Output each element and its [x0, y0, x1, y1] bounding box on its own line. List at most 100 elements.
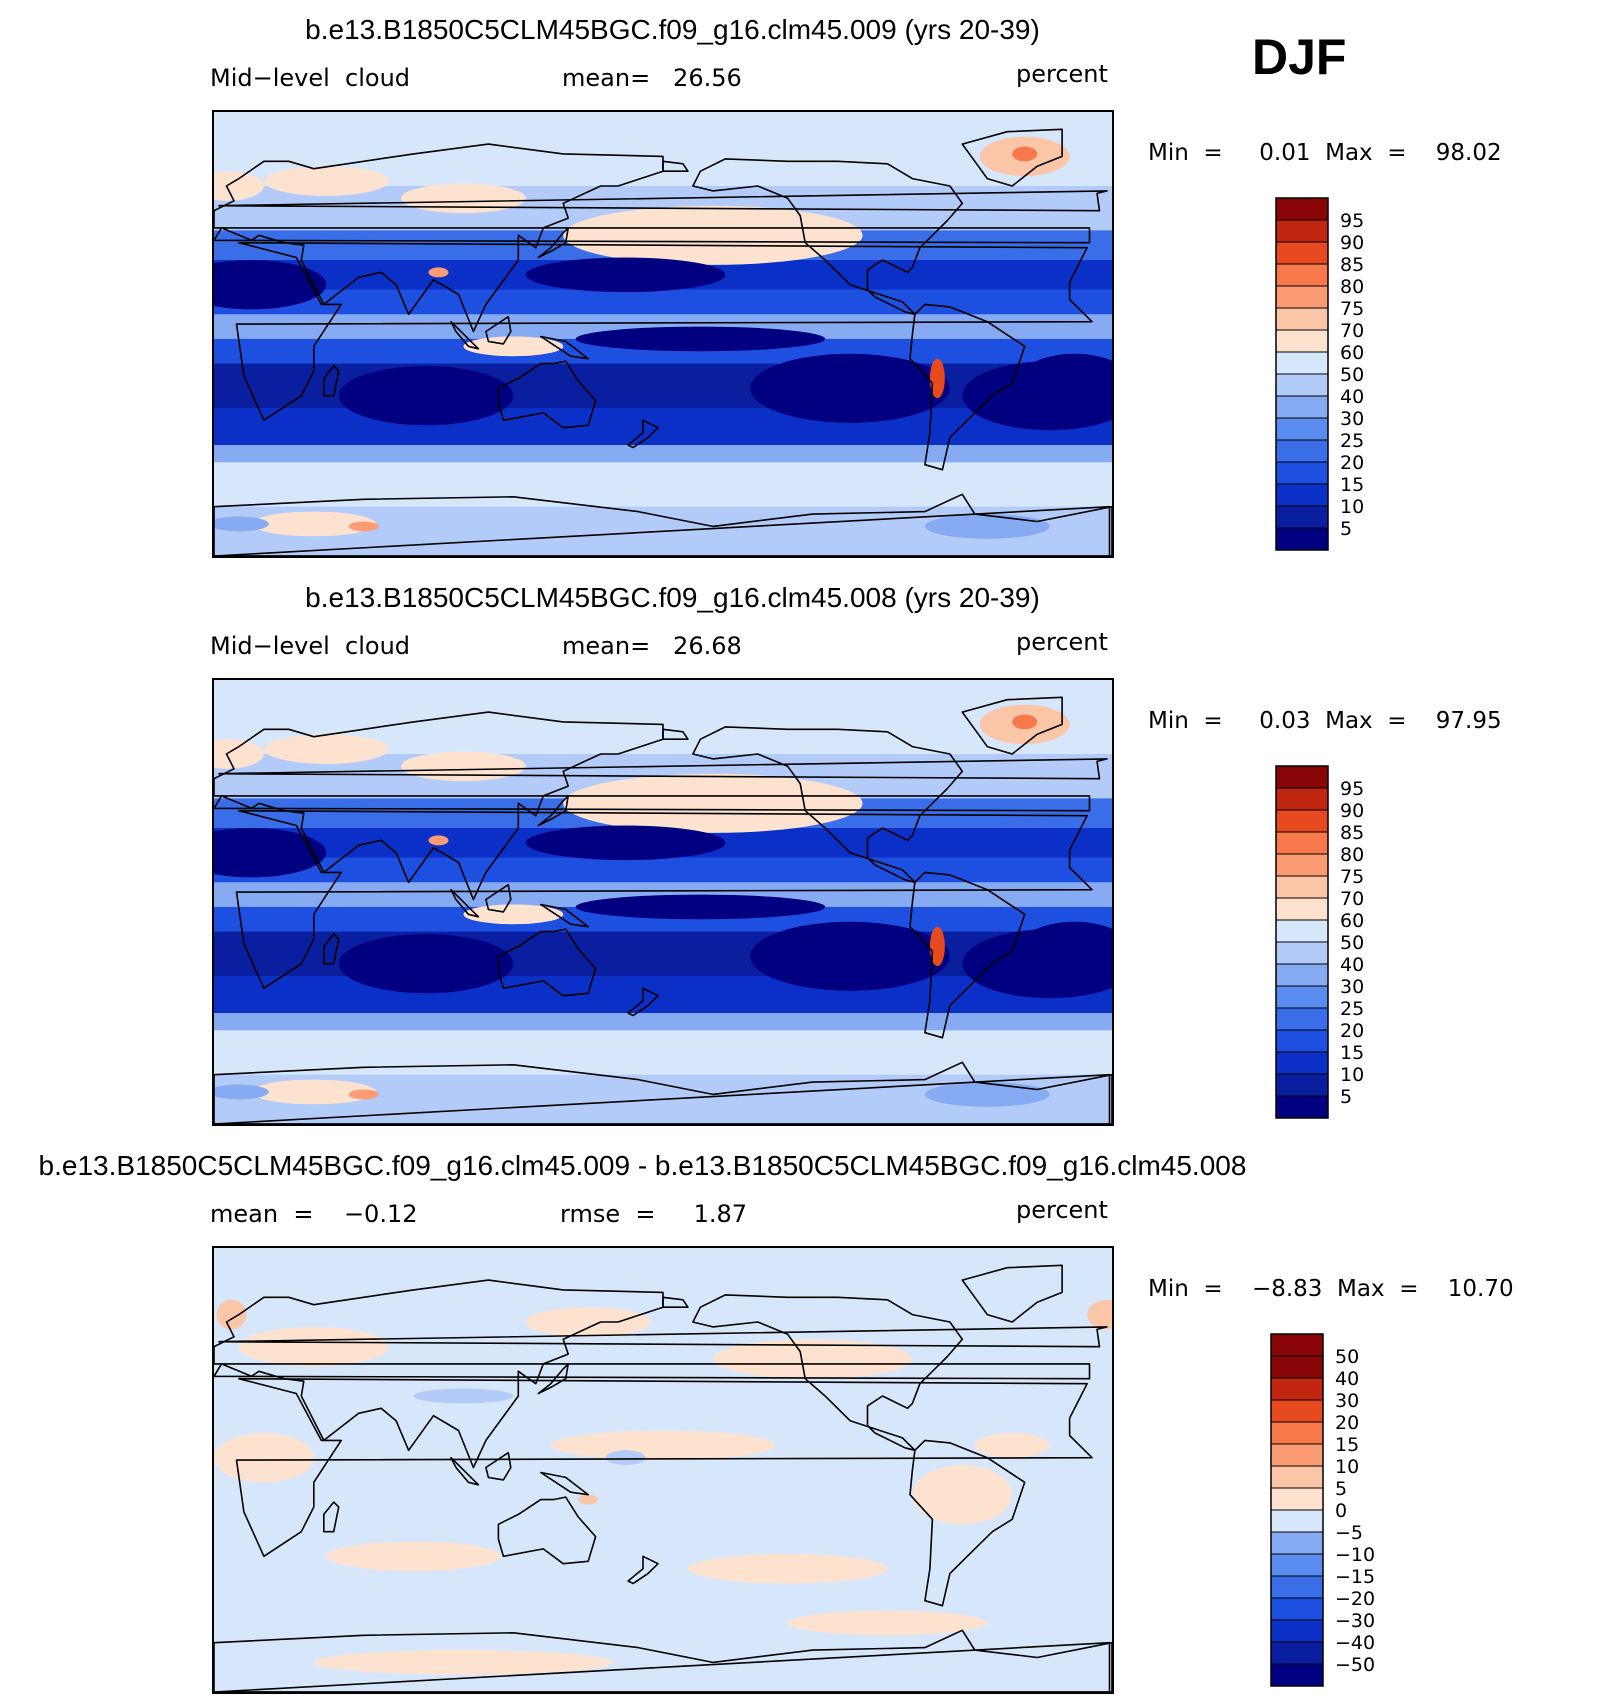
colorbar-box	[1275, 373, 1329, 397]
colorbar-tick-label: 70	[1340, 888, 1364, 910]
coastline	[450, 320, 480, 350]
colorbar-box	[1275, 219, 1329, 243]
coastline	[692, 1294, 964, 1452]
colorbar-box	[1275, 919, 1329, 943]
colorbar-tick-label: 5	[1340, 518, 1352, 540]
field-anomaly	[428, 267, 449, 278]
field-anomaly	[216, 1299, 247, 1330]
coastline	[692, 726, 964, 884]
colorbar-tick-label: −5	[1335, 1522, 1363, 1544]
colorbar-box	[1270, 1597, 1324, 1621]
coastline	[214, 1061, 1112, 1124]
coastline	[692, 158, 964, 316]
coastline	[537, 1363, 569, 1395]
colorbar-box	[1270, 1421, 1324, 1445]
colorbar-tick-label: 30	[1335, 1390, 1359, 1412]
colorbar-box	[1275, 241, 1329, 265]
field-anomaly	[413, 1388, 514, 1404]
coastline	[909, 871, 1026, 1039]
field-anomaly	[750, 353, 950, 423]
colorbar-tick-label: 20	[1340, 452, 1364, 474]
colorbar-box	[1270, 1509, 1324, 1533]
panel-1-title: b.e13.B1850C5CLM45BGC.f09_g16.clm45.009 …	[305, 14, 1040, 45]
coastline	[540, 1471, 589, 1496]
colorbar-tick-label: 5	[1335, 1478, 1347, 1500]
field-anomaly	[550, 1430, 776, 1461]
colorbar-tick-label: 15	[1340, 474, 1364, 496]
colorbar-box	[1275, 809, 1329, 833]
field-anomaly	[214, 1084, 269, 1100]
colorbar-box	[1275, 197, 1329, 221]
field-anomaly	[929, 926, 945, 967]
colorbar-box	[1275, 461, 1329, 485]
field-anomaly	[214, 171, 264, 201]
field-band	[214, 445, 1112, 463]
panel-2-title: b.e13.B1850C5CLM45BGC.f09_g16.clm45.008 …	[305, 582, 1040, 613]
colorbar-tick-label: 40	[1335, 1368, 1359, 1390]
panel-2-units-label: percent	[1016, 628, 1108, 656]
colorbar-box	[1270, 1663, 1324, 1687]
field-anomaly	[326, 1541, 501, 1572]
field-anomaly	[1087, 1299, 1112, 1330]
coastline	[323, 365, 340, 397]
colorbar-tick-label: 20	[1340, 1020, 1364, 1042]
colorbar-box	[1275, 787, 1329, 811]
colorbar-tick-label: 15	[1335, 1434, 1359, 1456]
coastline	[214, 1629, 1112, 1692]
colorbar-box	[1275, 853, 1329, 877]
field-anomaly	[214, 516, 269, 532]
colorbar-box	[1275, 395, 1329, 419]
coastline	[485, 1451, 512, 1481]
colorbar-tick-label: −50	[1335, 1654, 1375, 1676]
colorbar-box	[1275, 875, 1329, 899]
field-anomaly	[974, 1433, 1050, 1458]
colorbar-tick-label: 85	[1340, 254, 1364, 276]
coastline	[214, 1641, 1111, 1692]
colorbar-box	[1275, 765, 1329, 789]
coastline	[214, 505, 1111, 556]
season-label: DJF	[1252, 29, 1347, 85]
colorbar-tick-label: 80	[1340, 276, 1364, 298]
field-anomaly	[605, 1450, 646, 1466]
panel-3-colorbar: −50 −40 −30 −20 −15 −10 −5 0 5 10 15 20 30 40 50	[1270, 1333, 1421, 1690]
field-anomaly	[929, 358, 945, 399]
coastline	[485, 315, 512, 345]
field-anomaly	[912, 1465, 1013, 1525]
field-anomaly	[348, 521, 379, 532]
coastline	[662, 160, 689, 172]
colorbar-box	[1275, 963, 1329, 987]
colorbar-box	[1275, 329, 1329, 353]
panel-1-variable-label: Mid−level cloud	[210, 64, 411, 92]
panel-2-colorbar: 5 10 15 20 25 30 40 50 60 70 75 80 85 90 95	[1275, 765, 1426, 1122]
field-anomaly	[962, 361, 1112, 431]
field-anomaly	[712, 1339, 913, 1379]
colorbar-box	[1275, 897, 1329, 921]
colorbar-frame	[1270, 1333, 1324, 1687]
colorbar-tick-label: 90	[1340, 800, 1364, 822]
colorbar-box	[1275, 527, 1329, 551]
field-anomaly	[463, 336, 564, 357]
panel-1-units-label: percent	[1016, 60, 1108, 88]
coastline	[214, 493, 1112, 556]
colorbar-box	[1270, 1641, 1324, 1665]
field-anomaly	[338, 366, 514, 426]
panel-2-variable-label: Mid−level cloud	[210, 632, 411, 660]
colorbar-tick-label: 0	[1335, 1500, 1347, 1522]
field-anomaly	[313, 1650, 614, 1675]
colorbar-tick-label: 95	[1340, 210, 1364, 232]
coastline	[218, 1326, 1108, 1348]
coastline	[627, 987, 659, 1017]
coastline	[485, 883, 512, 913]
map-svg	[214, 112, 1112, 556]
colorbar-box	[1270, 1333, 1324, 1357]
field-anomaly	[578, 1494, 599, 1505]
field-anomaly	[563, 205, 863, 265]
colorbar-tick-label: 50	[1340, 364, 1364, 386]
field-anomaly	[428, 835, 449, 846]
coastline	[537, 227, 569, 259]
field-anomaly	[575, 326, 826, 352]
colorbar-box	[1275, 439, 1329, 463]
colorbar-tick-label: −15	[1335, 1566, 1375, 1588]
